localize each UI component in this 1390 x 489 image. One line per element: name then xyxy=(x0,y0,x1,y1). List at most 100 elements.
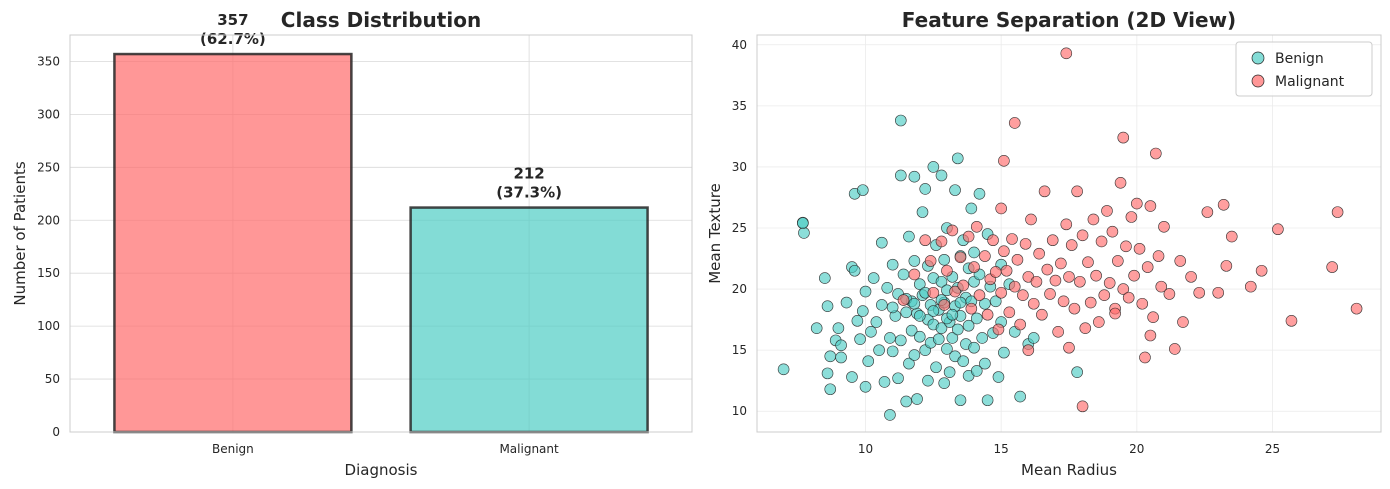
scatter-point-benign xyxy=(946,308,959,321)
scatter-point-benign xyxy=(894,114,907,127)
scatter-point-malignant xyxy=(1041,263,1054,276)
scatter-point-benign xyxy=(989,295,1002,308)
scatter-y-ticks: 10 15 20 25 30 35 40 xyxy=(732,38,747,418)
scatter-point-malignant xyxy=(1068,302,1081,315)
scatter-point-benign xyxy=(840,296,853,309)
scatter-point-malignant xyxy=(1087,213,1100,226)
bar-data-label-count: 212 xyxy=(513,165,544,183)
scatter-point-malignant xyxy=(1144,329,1157,342)
scatter-point-malignant xyxy=(1019,238,1032,250)
scatter-point-benign xyxy=(873,344,885,356)
scatter-point-malignant xyxy=(1079,322,1092,334)
scatter-point-malignant xyxy=(1017,289,1029,301)
scatter-point-benign xyxy=(900,306,913,319)
scatter-point-malignant xyxy=(1185,271,1197,283)
scatter-point-malignant xyxy=(1109,307,1121,320)
scatter-point-benign xyxy=(998,346,1010,359)
scatter-point-benign xyxy=(976,332,988,344)
scatter-point-malignant xyxy=(1141,261,1154,273)
scatter-point-malignant xyxy=(1144,200,1157,212)
scatter-point-benign xyxy=(777,363,790,376)
scatter-points xyxy=(777,47,1363,421)
scatter-point-malignant xyxy=(1022,344,1035,356)
scatter-point-malignant xyxy=(935,235,948,248)
scatter-point-malignant xyxy=(998,155,1010,167)
bar-data-label-count: 357 xyxy=(217,11,248,29)
scatter-point-malignant xyxy=(1114,177,1127,189)
scatter-x-tick-label: 10 xyxy=(858,442,873,456)
scatter-point-malignant xyxy=(1008,280,1021,293)
scatter-point-malignant xyxy=(1106,225,1119,238)
bar-chart-panel: 0 50 100 150 200 250 300 350 Benign Malignant 35… xyxy=(11,8,693,479)
scatter-x-tick-label: 20 xyxy=(1129,442,1144,456)
bar-malignant xyxy=(409,206,649,434)
scatter-y-tick-label: 25 xyxy=(732,221,747,235)
scatter-x-ticks: 10 15 20 25 xyxy=(858,442,1280,456)
scatter-x-tick-label: 25 xyxy=(1265,442,1280,456)
scatter-point-benign xyxy=(854,333,866,345)
scatter-point-benign xyxy=(878,376,891,388)
scatter-point-malignant xyxy=(1046,234,1059,247)
scatter-point-benign xyxy=(935,169,948,182)
scatter-point-benign xyxy=(935,275,948,288)
scatter-point-malignant xyxy=(987,234,999,247)
scatter-x-tick-label: 15 xyxy=(994,442,1009,456)
scatter-chart-title: Feature Separation (2D View) xyxy=(902,8,1236,32)
scatter-point-malignant xyxy=(1011,253,1024,266)
scatter-point-benign xyxy=(846,371,858,383)
legend-label-malignant: Malignant xyxy=(1275,74,1345,90)
scatter-point-malignant xyxy=(1044,288,1056,300)
scatter-point-benign xyxy=(832,322,845,334)
scatter-point-benign xyxy=(992,371,1005,383)
scatter-point-benign xyxy=(954,296,967,309)
scatter-point-malignant xyxy=(1225,230,1238,243)
scatter-point-benign xyxy=(908,297,921,310)
scatter-point-benign xyxy=(875,299,888,311)
scatter-point-benign xyxy=(979,297,991,310)
bar-y-tick-label: 150 xyxy=(37,266,60,280)
scatter-point-malignant xyxy=(1139,351,1151,364)
scatter-point-malignant xyxy=(1060,47,1073,60)
scatter-point-benign xyxy=(943,366,956,378)
scatter-point-malignant xyxy=(1177,316,1189,328)
scatter-point-benign xyxy=(908,170,921,183)
bar-y-tick-label: 350 xyxy=(37,54,60,68)
scatter-point-benign xyxy=(903,230,915,243)
scatter-y-tick-label: 15 xyxy=(732,343,747,357)
scatter-point-malignant xyxy=(1220,260,1233,272)
scatter-point-benign xyxy=(979,357,991,370)
scatter-point-benign xyxy=(894,334,907,347)
scatter-point-malignant xyxy=(979,250,991,262)
scatter-plot-frame xyxy=(756,34,1382,433)
bar-y-tick-label: 250 xyxy=(37,160,60,174)
scatter-point-malignant xyxy=(1331,206,1344,218)
scatter-y-tick-label: 20 xyxy=(732,282,747,296)
scatter-point-malignant xyxy=(1052,326,1064,338)
bar-x-axis-label: Diagnosis xyxy=(345,461,418,479)
scatter-point-malignant xyxy=(992,323,1005,336)
scatter-point-malignant xyxy=(968,261,980,273)
scatter-point-benign xyxy=(919,183,932,195)
scatter-point-malignant xyxy=(962,230,975,243)
scatter-point-benign xyxy=(835,339,847,352)
scatter-point-benign xyxy=(886,301,899,314)
scatter-point-benign xyxy=(905,324,918,337)
bar-y-tick-label: 200 xyxy=(37,213,60,227)
legend-marker-benign xyxy=(1251,51,1265,65)
scatter-point-malignant xyxy=(989,266,1002,278)
scatter-point-malignant xyxy=(927,286,940,299)
scatter-point-malignant xyxy=(1057,295,1070,308)
scatter-point-benign xyxy=(897,268,910,281)
scatter-point-benign xyxy=(875,236,888,249)
scatter-point-malignant xyxy=(1193,286,1206,299)
scatter-point-benign xyxy=(894,169,907,182)
bar-y-axis-label: Number of Patients xyxy=(11,161,29,305)
scatter-point-malignant xyxy=(1049,274,1062,287)
bar-y-ticks: 0 50 100 150 200 250 300 350 xyxy=(37,54,60,439)
scatter-point-malignant xyxy=(1201,206,1214,218)
scatter-point-benign xyxy=(968,246,980,259)
scatter-point-benign xyxy=(938,253,951,266)
scatter-y-axis-label: Mean Texture xyxy=(706,183,724,284)
bar-x-tick-label: Malignant xyxy=(499,442,559,456)
scatter-point-malignant xyxy=(949,285,961,298)
